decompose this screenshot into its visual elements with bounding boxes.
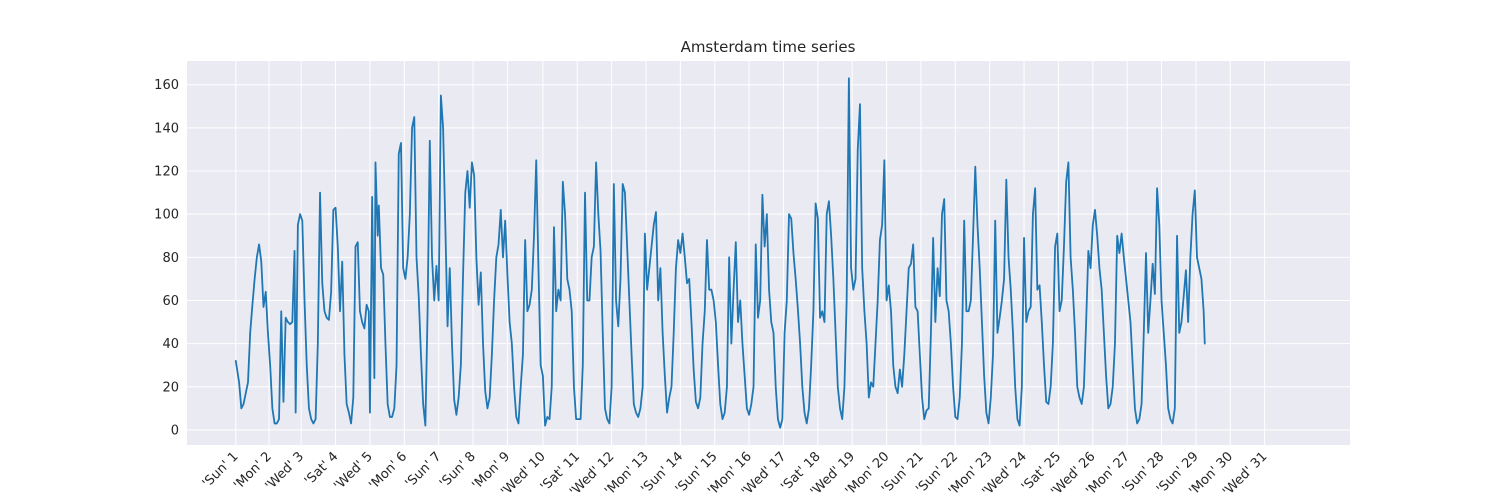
x-tick-label: 'Sun' 7: [403, 449, 445, 491]
y-tick-label: 120: [154, 165, 179, 180]
y-tick-label: 140: [154, 121, 179, 136]
x-tick-label: 'Wed' 5: [331, 449, 375, 493]
chart-title: Amsterdam time series: [681, 38, 856, 56]
series-line-0: [234, 77, 1206, 429]
y-tick-label: 20: [162, 380, 179, 395]
y-tick-label: 0: [171, 423, 179, 438]
y-tick-label: 60: [162, 294, 179, 309]
series-group: [234, 77, 1206, 429]
x-axis: 'Sun' 1'Mon' 2'Wed' 3'Sat' 4'Wed' 5'Mon'…: [200, 449, 1271, 499]
y-tick-label: 160: [154, 78, 179, 93]
y-axis: 0 20 40 60 80 100 120 140 160: [154, 78, 179, 438]
y-tick-label: 80: [162, 251, 179, 266]
x-tick-label: 'Mon' 6: [366, 449, 410, 493]
y-tick-label: 100: [154, 208, 179, 223]
y-tick-label: 40: [162, 337, 179, 352]
